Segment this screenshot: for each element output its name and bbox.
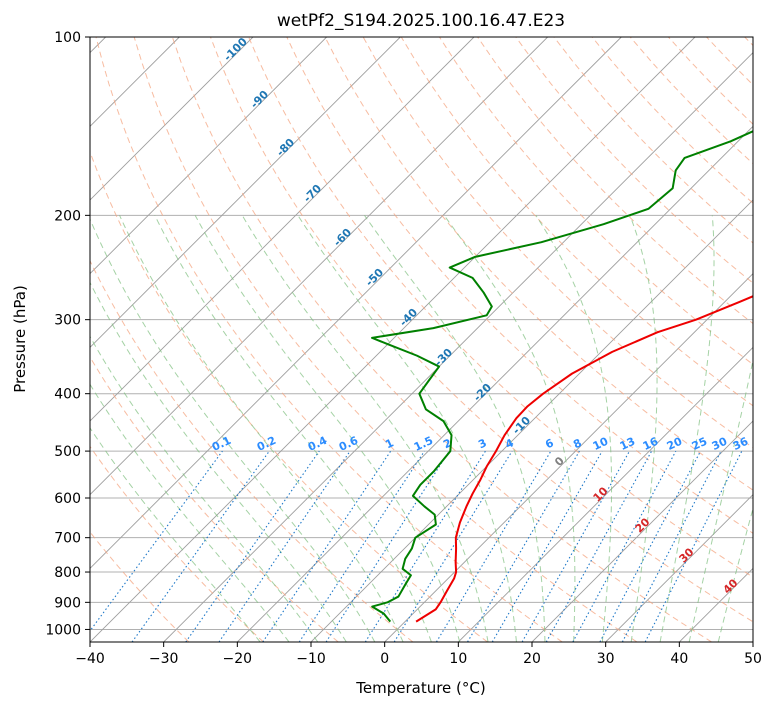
dry-adiabat-line (286, 37, 753, 534)
isotherm-line (752, 641, 753, 642)
isotherm-line (531, 420, 753, 642)
dry-adiabat-line (515, 37, 753, 284)
isotherm-line (90, 37, 548, 496)
x-tick-label: 40 (670, 651, 688, 667)
isotherm-line (90, 37, 622, 569)
moist-adiabat-line (90, 335, 319, 642)
dry-adiabat-line (210, 37, 753, 623)
isotherm-line (90, 37, 475, 422)
isotherm-line (237, 125, 753, 642)
x-tick-label: −10 (296, 651, 326, 667)
temperature-line (415, 295, 753, 623)
y-tick-label: 300 (54, 313, 81, 329)
mixing-ratio-line (435, 450, 552, 642)
moist-adiabat-line (364, 215, 546, 642)
x-tick-label: 0 (380, 651, 389, 667)
moist-adiabat-line (119, 215, 404, 642)
y-tick-label: 900 (54, 595, 81, 611)
x-tick-label: −30 (149, 651, 179, 667)
mixing-ratio-line (325, 450, 450, 642)
y-tick-label: 800 (54, 565, 81, 581)
background-lines (90, 37, 753, 642)
mixing-ratio-line (393, 450, 513, 642)
moist-adiabat-line (90, 281, 347, 642)
y-tick-label: 700 (54, 531, 81, 547)
y-axis-label: Pressure (hPa) (11, 285, 29, 393)
profiles (371, 130, 753, 623)
moist-adiabat-line (659, 215, 715, 642)
isotherm-line (384, 273, 753, 642)
y-tick-label: 1000 (45, 622, 81, 638)
mixing-ratio-line (218, 450, 351, 642)
moist-adiabat-line (443, 215, 576, 642)
moist-adiabat-line (154, 215, 432, 642)
x-tick-label: −20 (223, 651, 253, 667)
isotherm-line (90, 37, 401, 348)
y-tick-label: 200 (54, 208, 81, 224)
mixing-ratio-line (185, 450, 320, 642)
y-tick-label: 100 (54, 30, 81, 46)
mixing-ratio-label: 36 (731, 435, 751, 453)
x-axis-label: Temperature (°C) (355, 679, 485, 697)
isotherm-line (458, 346, 753, 642)
mixing-ratio-label: 30 (710, 435, 730, 453)
moist-adiabat-line (194, 215, 461, 642)
moist-adiabat-line (629, 215, 658, 642)
dry-adiabat-line (324, 37, 753, 491)
y-tick-label: 400 (54, 387, 81, 403)
isotherm-line (90, 37, 254, 201)
mixing-ratio-label: 16 (641, 435, 661, 453)
mixing-ratio-line (545, 450, 653, 642)
chart-title: wetPf2_S194.2025.100.16.47.E23 (277, 11, 565, 31)
mixing-ratio-label: 20 (665, 435, 685, 453)
moist-adiabat-line (535, 215, 613, 642)
isotherm-line (90, 37, 696, 642)
moist-adiabat-line (241, 215, 489, 642)
x-tick-label: 10 (449, 651, 467, 667)
isotherm-line (605, 494, 753, 642)
mixing-ratio-label: 25 (690, 435, 709, 453)
dry-adiabat-line (90, 356, 339, 642)
x-tick-label: 50 (744, 651, 762, 667)
mixing-ratio-line (491, 450, 603, 642)
moist-adiabat-line (90, 383, 290, 642)
dry-adiabat-line (90, 445, 264, 642)
isotherm-line (90, 37, 327, 275)
mixing-ratio-line (521, 450, 630, 642)
moist-adiabat-line (90, 427, 261, 642)
x-tick-label: 30 (597, 651, 615, 667)
mixing-ratio-line (467, 450, 580, 642)
plot-frame (89, 36, 754, 643)
mixing-ratio-line (364, 450, 486, 642)
moist-adiabat-line (90, 217, 376, 642)
dry-adiabat-line (90, 259, 414, 642)
dry-adiabat-line (171, 37, 712, 642)
dry-adiabat-line (248, 37, 753, 578)
y-tick-label: 600 (54, 491, 81, 507)
axes: −40 −30 −20 −10 0 10 20 30 40 50 100 200 300 400 500 60… (45, 30, 762, 667)
x-tick-label: 20 (523, 651, 541, 667)
mixing-ratio-label: 10 (591, 435, 611, 453)
mixing-ratio-line (572, 450, 677, 642)
x-tick-label: −40 (75, 651, 105, 667)
mixing-ratio-label: 13 (618, 435, 637, 453)
dewpoint-line (371, 130, 753, 623)
isotherm-line (163, 52, 753, 642)
y-tick-label: 500 (54, 444, 81, 460)
dry-adiabat-line (95, 37, 563, 642)
